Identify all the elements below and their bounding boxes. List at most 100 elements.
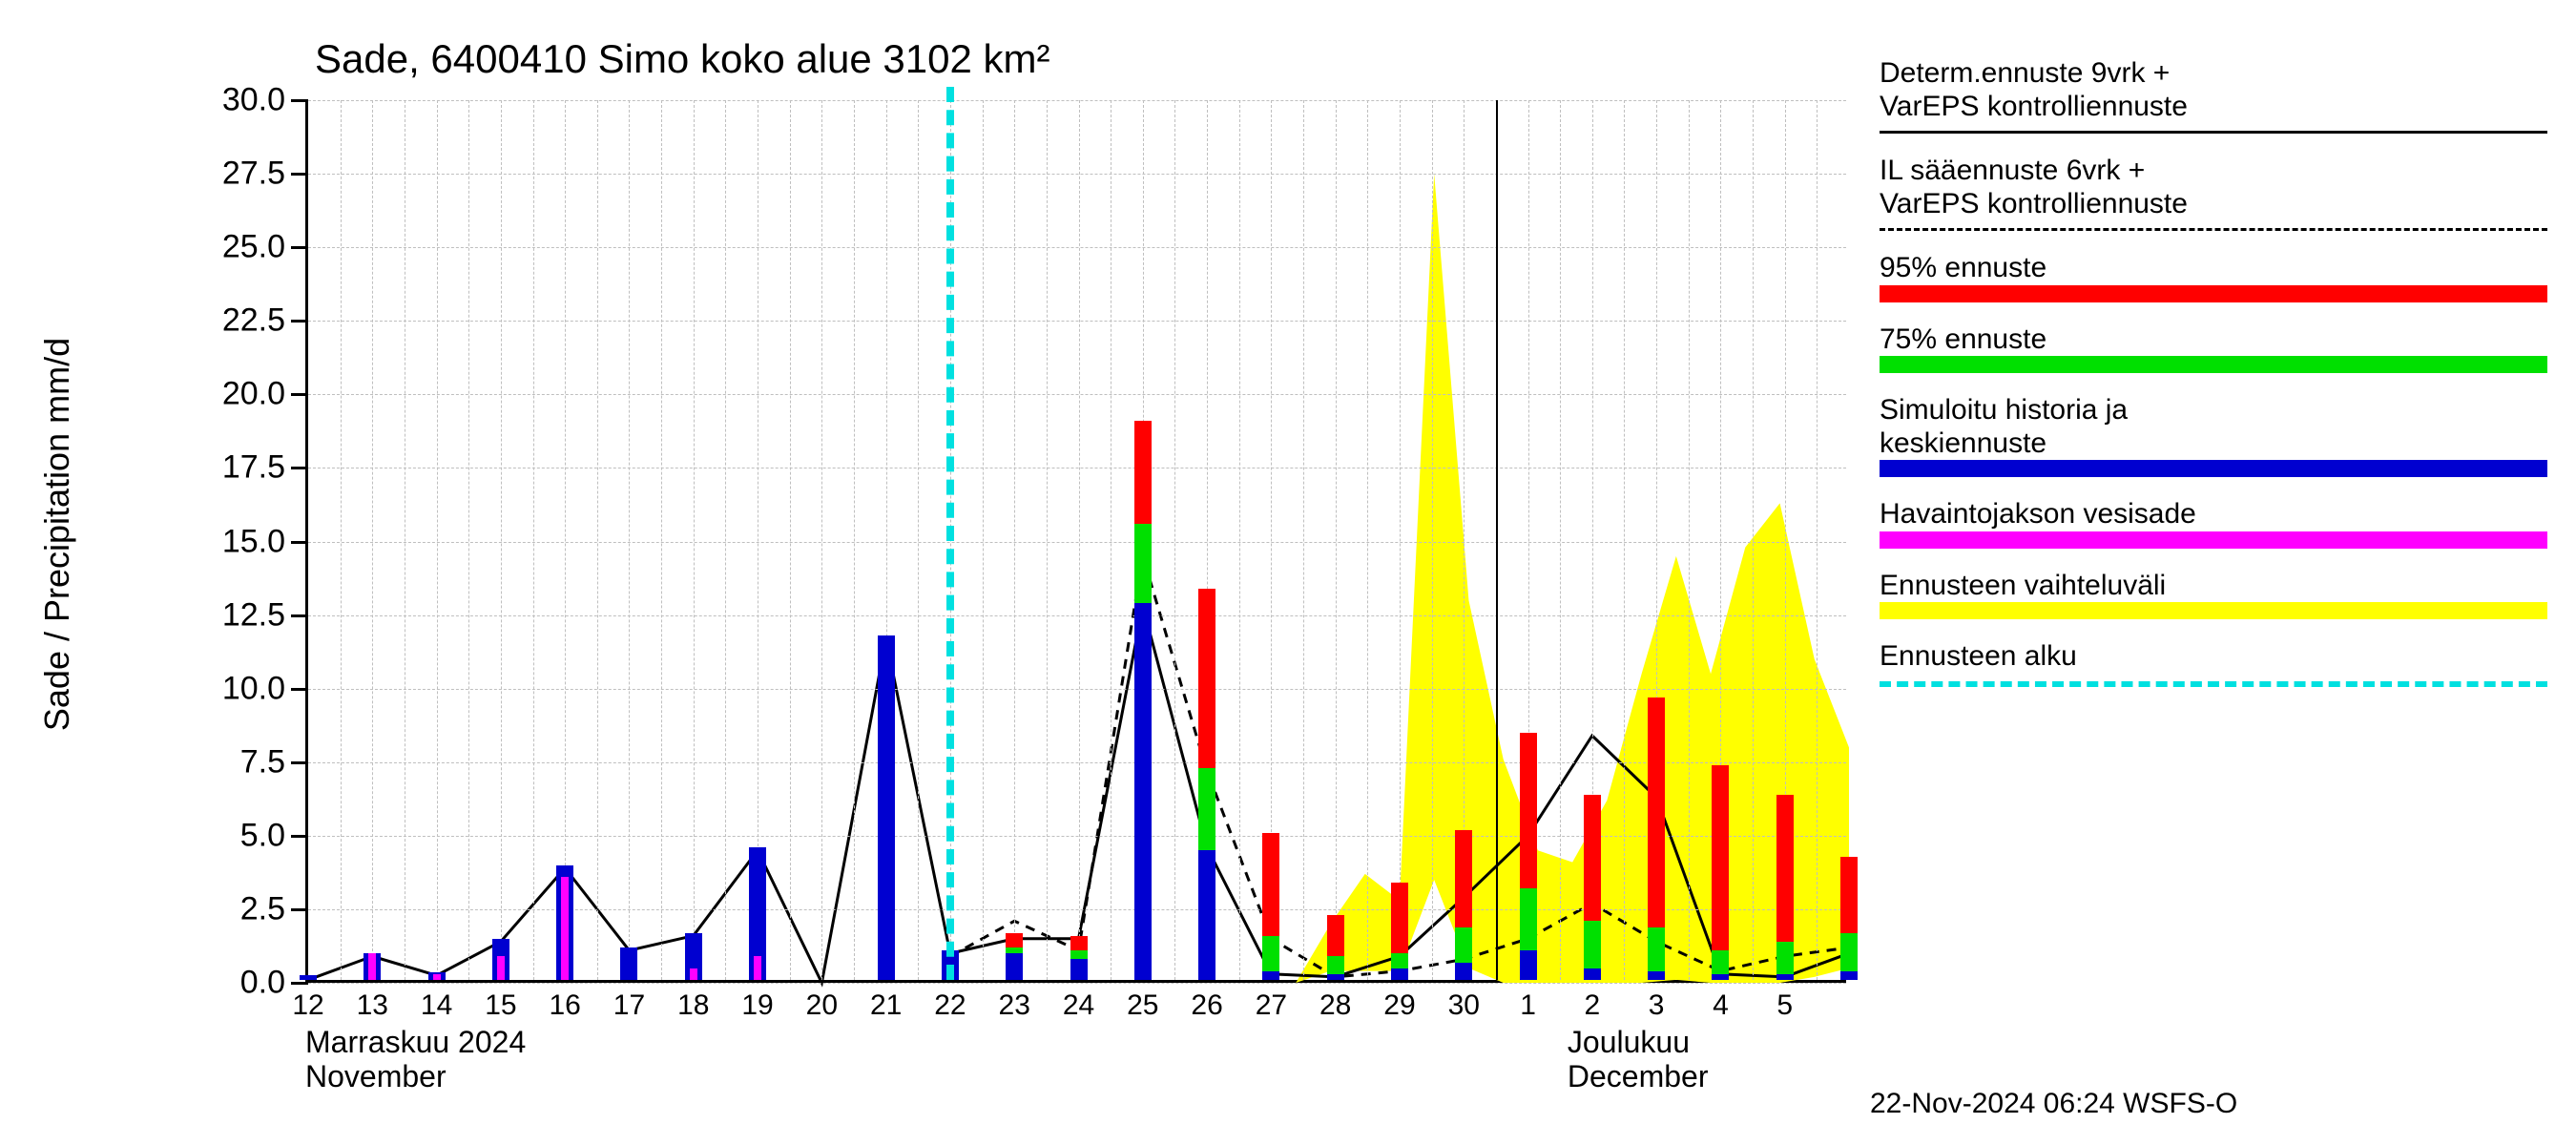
chart-footer: 22-Nov-2024 06:24 WSFS-O xyxy=(1870,1088,2237,1120)
vgrid-line xyxy=(821,100,822,980)
vgrid-line xyxy=(1079,100,1080,980)
legend-entry: Simuloitu historia ja keskiennuste xyxy=(1880,394,2547,477)
legend-swatch xyxy=(1880,356,2547,373)
y-tick xyxy=(291,835,308,838)
x-tick-label: 4 xyxy=(1713,989,1729,1022)
vgrid-line xyxy=(918,100,919,980)
vgrid-line xyxy=(1014,100,1015,980)
month-fi: Joulukuu xyxy=(1568,1025,1690,1059)
legend-entry: IL sääennuste 6vrk + VarEPS kontrollienn… xyxy=(1880,155,2547,231)
hgrid-line xyxy=(308,762,1846,763)
legend-entry: Ennusteen vaihteluväli xyxy=(1880,570,2547,620)
vgrid-line xyxy=(1174,100,1175,980)
x-tick-label: 21 xyxy=(870,989,902,1022)
forecast-bar-median xyxy=(1520,950,1537,980)
vgrid-line xyxy=(1689,100,1690,980)
x-tick-label: 30 xyxy=(1448,989,1480,1022)
vgrid-line xyxy=(565,100,566,980)
chart-title: Sade, 6400410 Simo koko alue 3102 km² xyxy=(315,36,1050,82)
vgrid-line xyxy=(437,100,438,980)
vgrid-line xyxy=(501,100,502,980)
y-tick-label: 2.5 xyxy=(240,890,285,927)
y-tick xyxy=(291,393,308,396)
forecast-bar-median xyxy=(1776,974,1794,980)
x-tick-label: 3 xyxy=(1649,989,1665,1022)
x-tick-label: 24 xyxy=(1063,989,1094,1022)
forecast-bar-median xyxy=(1840,971,1858,980)
legend-label: 75% ennuste xyxy=(1880,323,2547,357)
hgrid-line xyxy=(308,174,1846,175)
x-tick-label: 25 xyxy=(1127,989,1158,1022)
legend-entry: Determ.ennuste 9vrk + VarEPS kontrollien… xyxy=(1880,57,2547,134)
vgrid-line xyxy=(533,100,534,980)
x-tick-label: 19 xyxy=(741,989,773,1022)
x-tick-label: 27 xyxy=(1256,989,1287,1022)
legend-entry: Havaintojakson vesisade xyxy=(1880,498,2547,549)
y-tick xyxy=(291,320,308,323)
y-tick-label: 30.0 xyxy=(222,82,285,119)
legend-label: Simuloitu historia ja keskiennuste xyxy=(1880,394,2547,460)
legend-swatch xyxy=(1880,531,2547,549)
history-bar-blue xyxy=(878,635,895,980)
history-bar-magenta xyxy=(433,974,441,980)
hgrid-line xyxy=(308,247,1846,248)
vgrid-line xyxy=(661,100,662,980)
vgrid-line xyxy=(725,100,726,980)
y-tick xyxy=(291,246,308,249)
legend-label: IL sääennuste 6vrk + VarEPS kontrollienn… xyxy=(1880,155,2547,220)
history-bar-blue xyxy=(300,975,317,980)
y-tick-label: 5.0 xyxy=(240,817,285,854)
hgrid-line xyxy=(308,542,1846,543)
y-tick-label: 27.5 xyxy=(222,156,285,193)
y-tick xyxy=(291,173,308,176)
forecast-bar-median xyxy=(1262,971,1279,980)
x-tick-label: 28 xyxy=(1319,989,1351,1022)
y-tick-label: 12.5 xyxy=(222,596,285,634)
vgrid-line xyxy=(1753,100,1754,980)
forecast-bar-median xyxy=(1198,850,1215,980)
month-label-november: Marraskuu 2024 November xyxy=(305,1026,526,1094)
month-fi: Marraskuu 2024 xyxy=(305,1025,526,1059)
hgrid-line xyxy=(308,615,1846,616)
month-divider xyxy=(1496,100,1498,980)
legend-swatch xyxy=(1880,131,2547,134)
vgrid-line xyxy=(468,100,469,980)
x-tick-label: 29 xyxy=(1383,989,1415,1022)
forecast-bar-median xyxy=(1712,974,1729,980)
forecast-bar-median xyxy=(1134,603,1152,980)
vgrid-line xyxy=(1239,100,1240,980)
x-tick-label: 16 xyxy=(549,989,580,1022)
legend-label: Havaintojakson vesisade xyxy=(1880,498,2547,531)
x-tick-label: 26 xyxy=(1191,989,1222,1022)
hgrid-line xyxy=(308,689,1846,690)
hgrid-line xyxy=(308,100,1846,101)
x-tick-label: 13 xyxy=(357,989,388,1022)
legend-label: Ennusteen alku xyxy=(1880,640,2547,674)
vgrid-line xyxy=(629,100,630,980)
forecast-bar-median xyxy=(1070,959,1088,980)
history-bar-blue xyxy=(620,947,637,980)
history-bar-magenta xyxy=(690,968,697,980)
forecast-bar-median xyxy=(1006,953,1023,980)
legend-swatch xyxy=(1880,285,2547,302)
legend-entry: Ennusteen alku xyxy=(1880,640,2547,687)
hgrid-line xyxy=(308,909,1846,910)
vgrid-line xyxy=(983,100,984,980)
legend-swatch xyxy=(1880,460,2547,477)
legend-label: Determ.ennuste 9vrk + VarEPS kontrollien… xyxy=(1880,57,2547,123)
x-tick-label: 23 xyxy=(999,989,1030,1022)
vgrid-line xyxy=(694,100,695,980)
y-tick-label: 17.5 xyxy=(222,449,285,487)
x-tick-label: 22 xyxy=(934,989,966,1022)
y-tick-label: 7.5 xyxy=(240,743,285,781)
forecast-bar-median xyxy=(1391,968,1408,980)
vgrid-line xyxy=(1817,100,1818,980)
vgrid-line xyxy=(1624,100,1625,980)
legend-label: 95% ennuste xyxy=(1880,252,2547,285)
y-tick-label: 0.0 xyxy=(240,965,285,1002)
history-bar-magenta xyxy=(497,956,505,980)
y-tick xyxy=(291,982,308,985)
month-label-december: Joulukuu December xyxy=(1568,1026,1709,1094)
history-bar-magenta xyxy=(561,877,569,980)
history-bar-magenta xyxy=(368,953,376,980)
